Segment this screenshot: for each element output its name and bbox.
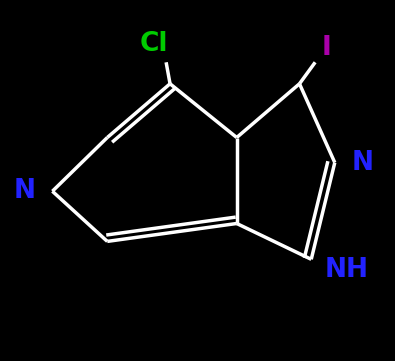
Text: Cl: Cl xyxy=(140,31,169,57)
Text: NH: NH xyxy=(325,257,369,283)
Text: N: N xyxy=(351,149,373,175)
Text: N: N xyxy=(14,178,36,204)
Text: I: I xyxy=(322,35,332,61)
